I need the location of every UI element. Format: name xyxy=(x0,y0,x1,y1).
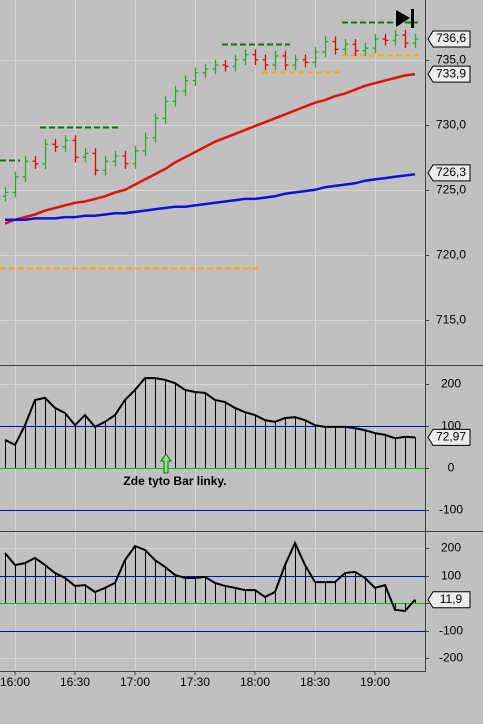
y-tick-label: 200 xyxy=(441,541,461,555)
y-tick-label: 720,0 xyxy=(436,248,466,262)
y-tick-label: 100 xyxy=(441,569,461,583)
indicator-line xyxy=(4,377,416,447)
y-tick-label: 735,0 xyxy=(436,53,466,67)
panel: -200-100010020011,916:0016:3017:0017:301… xyxy=(0,532,471,689)
annotation: Zde tyto Bar linky. xyxy=(123,474,226,488)
moving-average xyxy=(5,172,416,221)
value-marker-label: 736,6 xyxy=(436,31,466,45)
x-tick-label: 19:00 xyxy=(360,675,390,689)
y-tick-label: 715,0 xyxy=(436,313,466,327)
y-tick-label: -200 xyxy=(439,651,463,665)
y-tick-label: -100 xyxy=(439,503,463,517)
value-marker xyxy=(427,591,471,609)
y-tick-label: -100 xyxy=(439,624,463,638)
y-tick-label: 725,0 xyxy=(436,183,466,197)
x-tick-label: 18:30 xyxy=(300,675,330,689)
y-tick-label: 200 xyxy=(441,377,461,391)
x-tick-label: 17:30 xyxy=(180,675,210,689)
moving-average xyxy=(4,72,416,225)
value-marker xyxy=(427,164,471,182)
value-marker-label: 11,9 xyxy=(440,592,463,606)
value-marker-label: 72,97 xyxy=(436,430,466,444)
y-tick-label: 0 xyxy=(448,461,455,475)
value-marker-label: 733,9 xyxy=(436,66,466,80)
value-marker-label: 726,3 xyxy=(436,165,466,179)
x-tick-label: 16:00 xyxy=(0,675,30,689)
arrow xyxy=(160,453,172,474)
annotation-arrow xyxy=(160,453,172,474)
value-marker xyxy=(427,428,471,446)
icon-bar xyxy=(411,9,414,28)
plot-layer: 715,0 720,0 725,0 730,0 735,0 736,6 733,9 726,3… xyxy=(0,0,471,689)
value-marker xyxy=(427,30,471,48)
x-tick-label: 17:00 xyxy=(120,675,150,689)
x-tick-label: 18:00 xyxy=(240,675,270,689)
panel: 715,0 720,0 725,0 730,0 735,0 736,6 733,9 726,3 xyxy=(0,0,471,364)
icon-triangle xyxy=(396,10,410,27)
y-tick-label: 730,0 xyxy=(436,118,466,132)
x-tick-label: 16:30 xyxy=(60,675,90,689)
value-marker xyxy=(427,65,471,83)
end-icon xyxy=(396,9,414,28)
indicator-line xyxy=(4,540,416,613)
